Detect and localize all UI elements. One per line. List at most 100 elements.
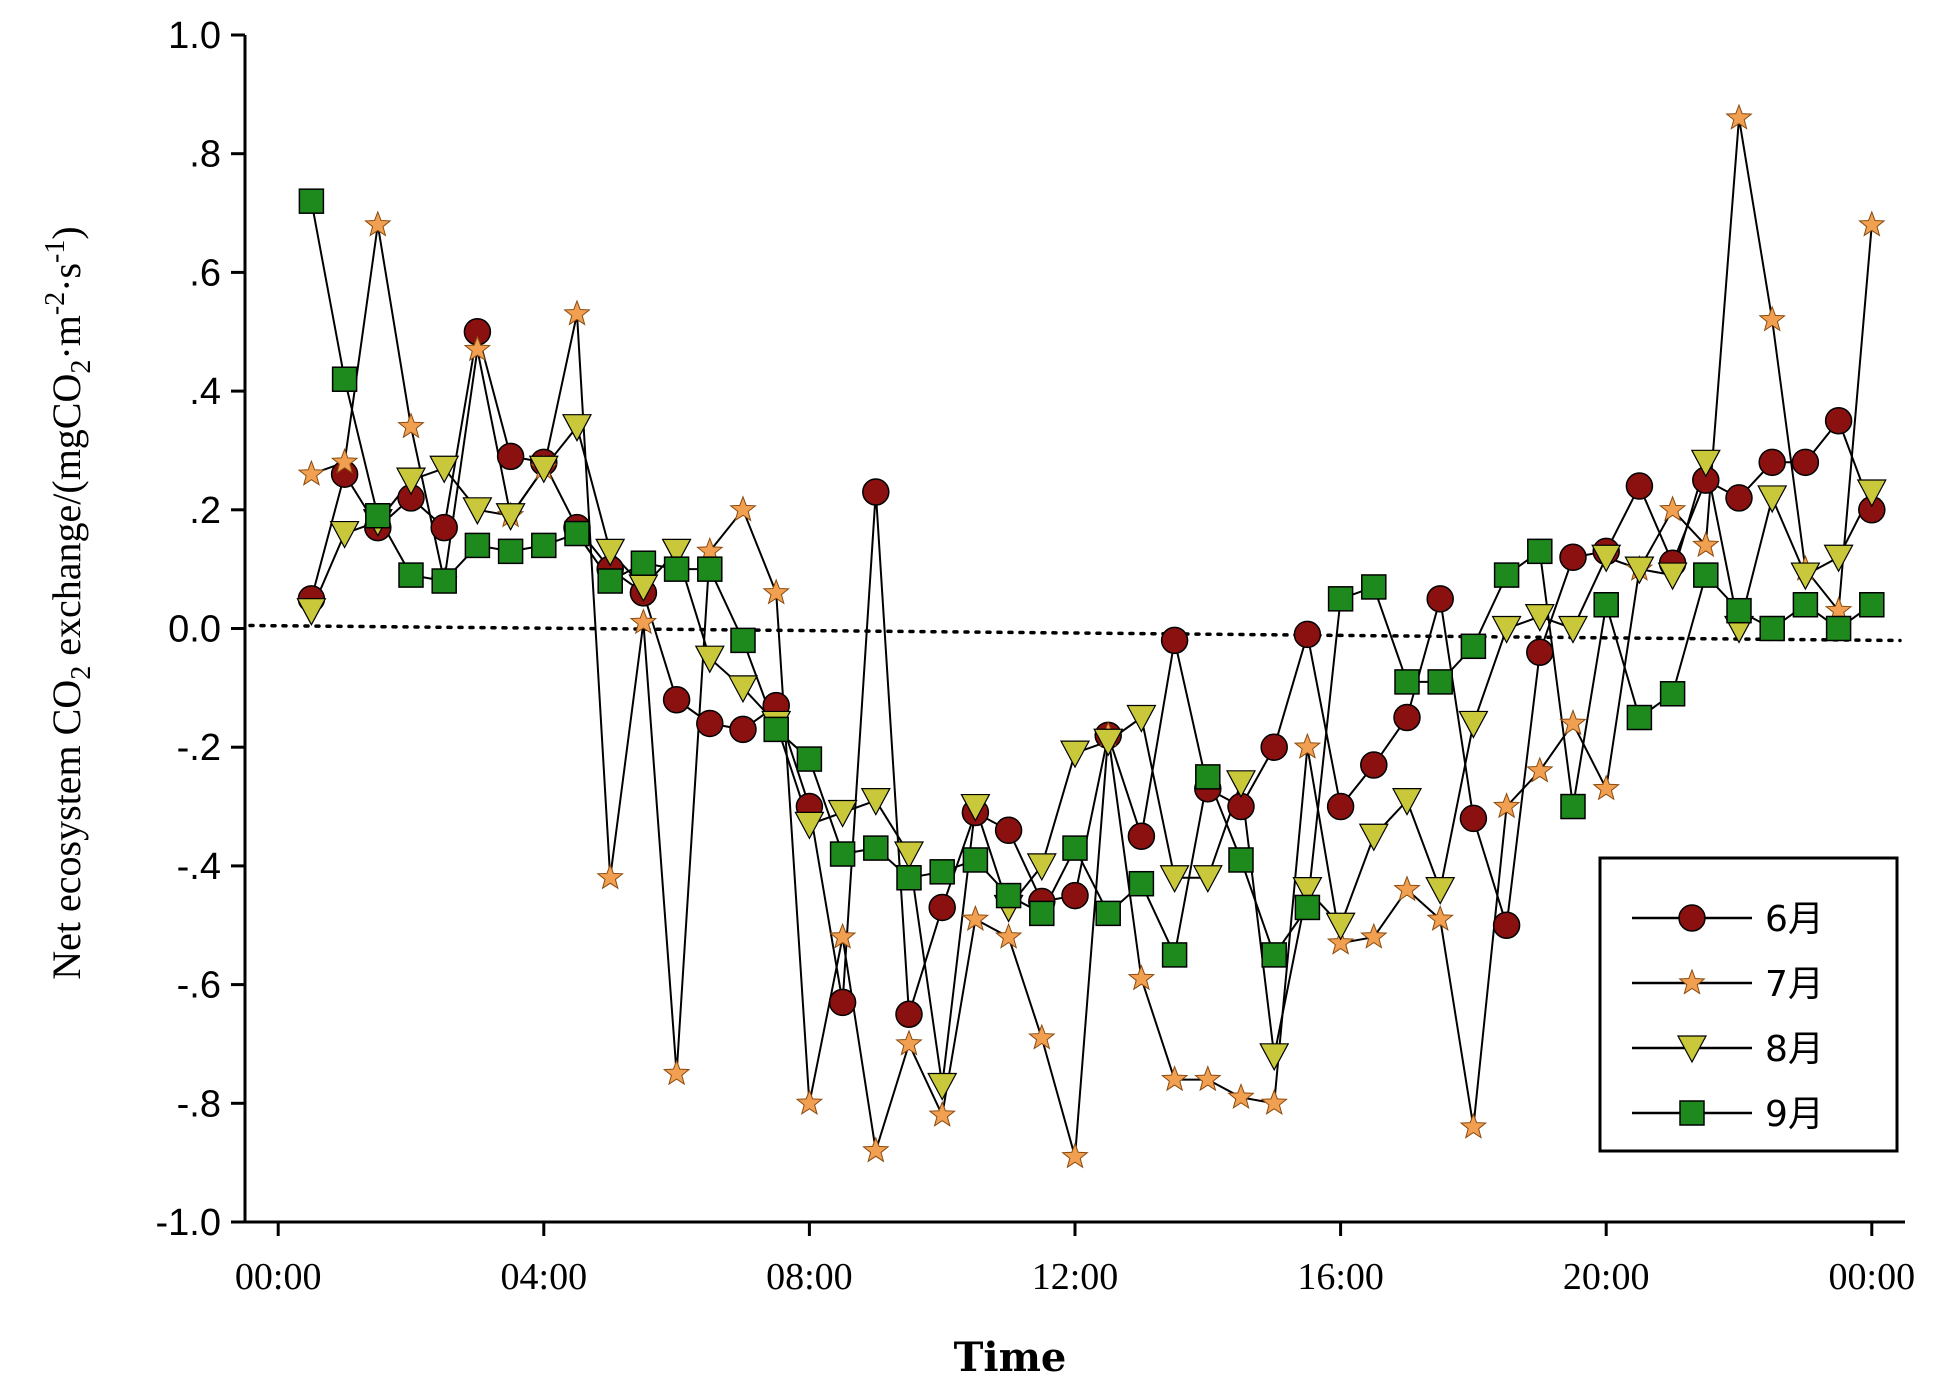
x-tick-label-6: 00:00 bbox=[1829, 1256, 1916, 1298]
y-title-sup-2: -1 bbox=[40, 240, 71, 263]
y-tick-label-9: -.8 bbox=[177, 1083, 221, 1125]
legend-marker-1 bbox=[1678, 968, 1706, 995]
series-0-point-32 bbox=[1360, 751, 1388, 779]
legend-label-0: 6月 bbox=[1765, 899, 1824, 940]
series-1-point-16 bbox=[828, 922, 857, 949]
series-2-point-46 bbox=[1823, 544, 1854, 573]
series-2-point-15 bbox=[794, 811, 825, 840]
series-1-point-29 bbox=[1260, 1088, 1288, 1115]
series-3-point-41 bbox=[1659, 681, 1686, 707]
series-3-point-24 bbox=[1095, 900, 1121, 927]
series-2-point-9 bbox=[595, 538, 626, 567]
series-3-point-6 bbox=[497, 538, 524, 565]
series-2-point-40 bbox=[1624, 556, 1655, 585]
y-tick-label-10: -1.0 bbox=[156, 1202, 221, 1244]
series-3-point-34 bbox=[1427, 669, 1453, 695]
series-0-point-25 bbox=[1127, 822, 1156, 850]
series-3-point-40 bbox=[1626, 704, 1653, 731]
legend-label-3: 9月 bbox=[1765, 1094, 1824, 1135]
series-1-point-35 bbox=[1459, 1112, 1488, 1139]
x-tick-label-1: 04:00 bbox=[501, 1256, 588, 1298]
series-0-point-43 bbox=[1725, 484, 1753, 512]
series-3-point-4 bbox=[431, 568, 457, 594]
series-3-point-30 bbox=[1294, 894, 1321, 921]
series-1-point-3 bbox=[397, 412, 425, 439]
series-2-point-27 bbox=[1192, 865, 1223, 894]
y-tick-label-1: .8 bbox=[189, 134, 221, 176]
series-2-point-13 bbox=[727, 675, 759, 704]
series-1-point-26 bbox=[1160, 1065, 1189, 1092]
series-1-point-41 bbox=[1658, 495, 1687, 522]
series-2-point-47 bbox=[1856, 479, 1887, 508]
series-2-point-44 bbox=[1757, 485, 1788, 514]
series-3-point-5 bbox=[464, 532, 491, 559]
series-3-point-38 bbox=[1560, 793, 1586, 820]
series-3-point-22 bbox=[1029, 900, 1055, 927]
series-0-point-31 bbox=[1326, 792, 1355, 821]
series-3-point-3 bbox=[398, 562, 424, 588]
series-1-point-8 bbox=[563, 299, 591, 326]
series-3-point-19 bbox=[929, 859, 955, 885]
series-3-point-33 bbox=[1394, 669, 1420, 695]
series-2-point-45 bbox=[1790, 562, 1821, 591]
series-3-point-39 bbox=[1593, 592, 1619, 618]
series-2-point-31 bbox=[1325, 912, 1356, 941]
y-title-part-c: exchange/(mgCO bbox=[44, 374, 89, 666]
y-tick-label-4: .2 bbox=[189, 490, 221, 532]
series-0-point-33 bbox=[1393, 703, 1421, 732]
series-1-point-32 bbox=[1360, 922, 1388, 949]
series-2-point-12 bbox=[694, 645, 725, 674]
series-0-point-29 bbox=[1260, 733, 1288, 761]
series-2-point-25 bbox=[1126, 704, 1157, 733]
series-1-point-19 bbox=[928, 1100, 956, 1127]
series-1-point-14 bbox=[762, 578, 790, 605]
legend-marker-2 bbox=[1676, 1035, 1708, 1064]
series-3-point-8 bbox=[564, 520, 590, 547]
y-axis-title: Net ecosystem CO2 exchange/(mgCO2·m-2·s-… bbox=[40, 226, 97, 979]
y-tick-label-5: 0.0 bbox=[168, 609, 221, 651]
series-0-point-45 bbox=[1791, 448, 1820, 477]
series-1-point-23 bbox=[1061, 1142, 1089, 1169]
series-3-point-31 bbox=[1327, 586, 1354, 612]
series-0-point-12 bbox=[696, 709, 724, 738]
series-1-point-17 bbox=[862, 1136, 890, 1163]
series-2-point-8 bbox=[561, 414, 593, 442]
legend-marker-3 bbox=[1679, 1100, 1705, 1126]
series-3-point-15 bbox=[796, 746, 823, 772]
series-2-point-3 bbox=[395, 467, 427, 496]
series-1-point-47 bbox=[1858, 210, 1886, 237]
series-1-point-18 bbox=[895, 1029, 923, 1056]
series-0-point-36 bbox=[1492, 911, 1521, 939]
series-3-point-25 bbox=[1128, 870, 1155, 897]
series-2-points bbox=[296, 414, 1887, 1101]
series-3-points bbox=[298, 188, 1885, 968]
series-1-point-15 bbox=[795, 1088, 824, 1115]
series-0-point-37 bbox=[1526, 638, 1554, 666]
series-1-point-1 bbox=[330, 447, 359, 474]
y-title-part-i: ) bbox=[44, 226, 89, 239]
series-2-point-19 bbox=[927, 1072, 958, 1101]
series-2-point-29 bbox=[1259, 1043, 1290, 1072]
legend-label-1: 7月 bbox=[1765, 964, 1824, 1005]
series-2-point-33 bbox=[1391, 788, 1423, 816]
series-2-point-6 bbox=[495, 503, 526, 532]
series-2-point-38 bbox=[1557, 615, 1589, 644]
series-1-point-25 bbox=[1127, 964, 1156, 991]
series-2-point-36 bbox=[1491, 615, 1522, 644]
series-1-point-34 bbox=[1426, 904, 1454, 931]
y-title-sub-2: 2 bbox=[66, 360, 97, 374]
series-0-point-38 bbox=[1559, 543, 1587, 572]
series-1-point-20 bbox=[961, 904, 990, 931]
series-3-point-17 bbox=[863, 835, 889, 861]
series-3-point-13 bbox=[730, 627, 756, 654]
series-0-point-44 bbox=[1758, 448, 1786, 477]
series-1-point-0 bbox=[297, 459, 326, 486]
series-3-point-44 bbox=[1759, 615, 1785, 642]
series-0-point-35 bbox=[1459, 804, 1488, 833]
series-0-point-34 bbox=[1426, 585, 1454, 613]
series-3-point-35 bbox=[1460, 633, 1487, 660]
series-3-point-14 bbox=[763, 716, 789, 743]
series-3-point-42 bbox=[1693, 562, 1719, 588]
